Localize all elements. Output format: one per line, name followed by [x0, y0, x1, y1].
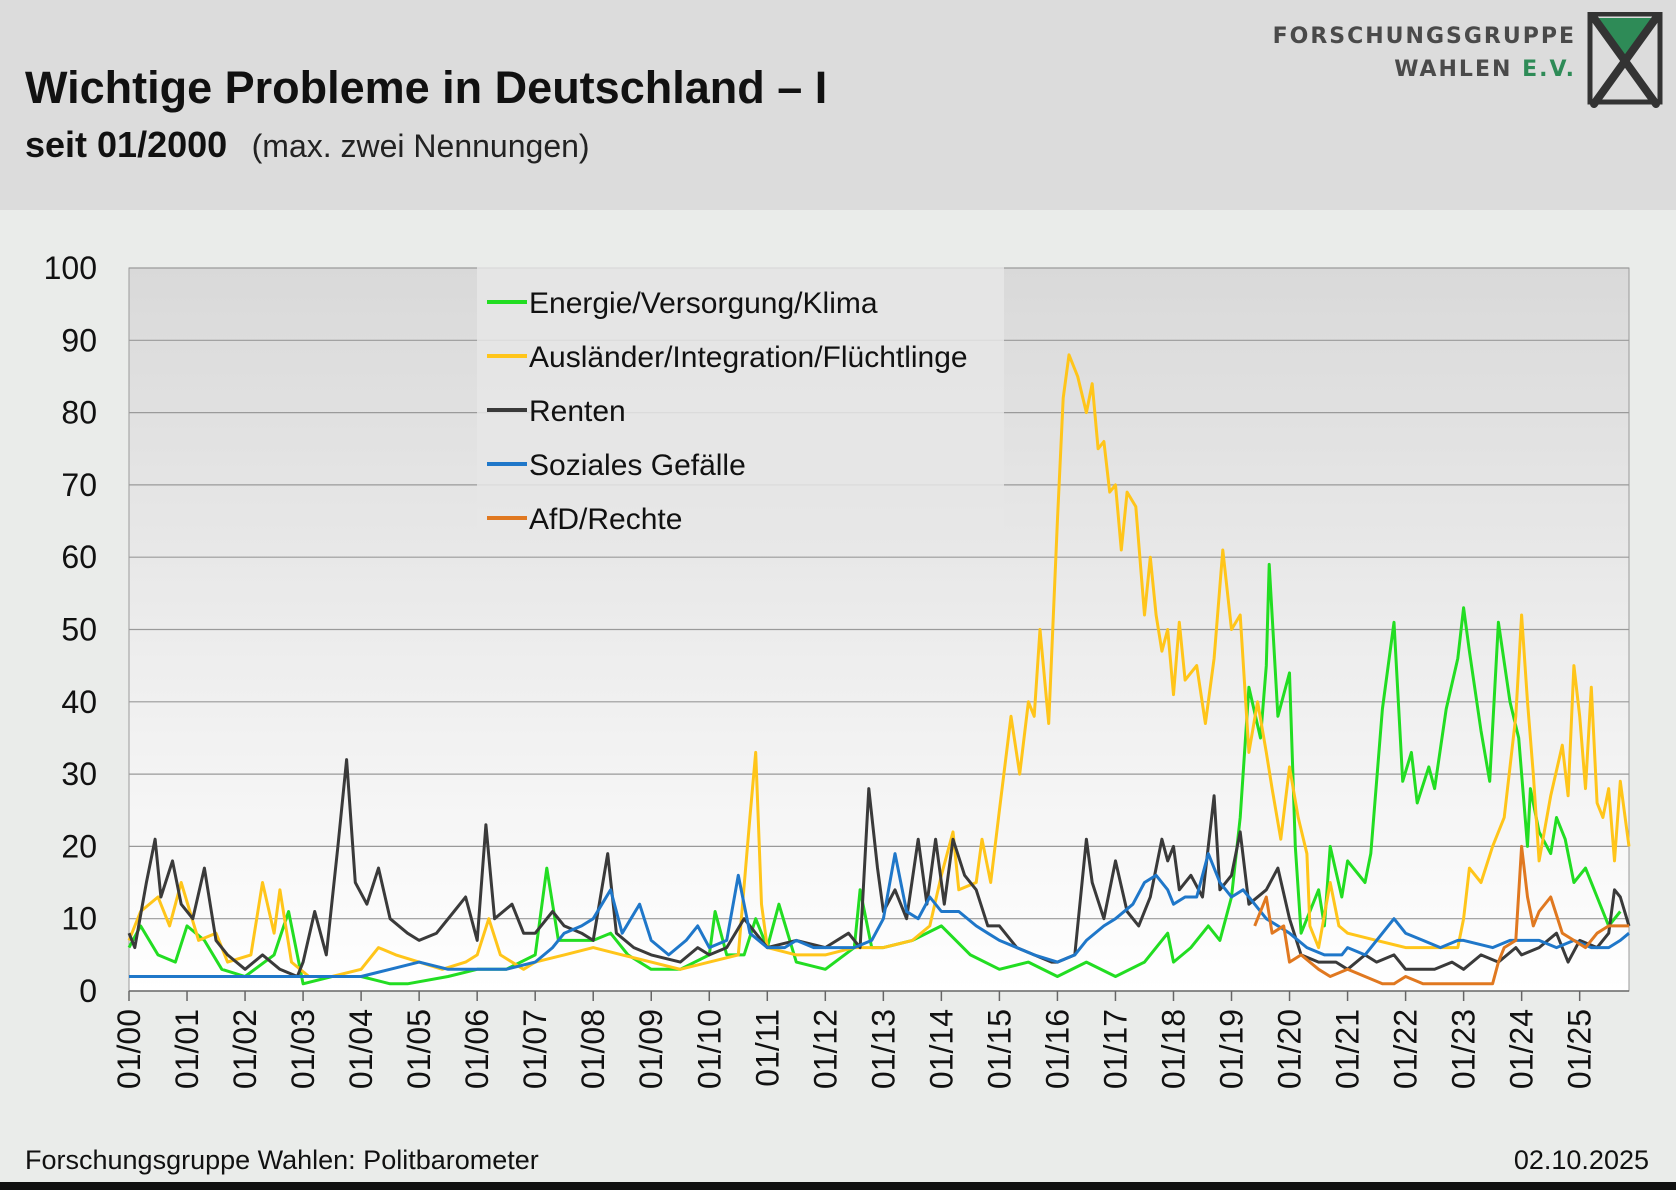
x-tick-label: 01/10 [691, 1009, 727, 1089]
legend-label: Renten [529, 395, 626, 428]
series-line-afd [1253, 844, 1629, 986]
page-title: Wichtige Probleme in Deutschland – I [25, 62, 828, 113]
x-tick-label: 01/16 [1039, 1009, 1075, 1089]
legend-box [477, 267, 1004, 533]
y-tick-label: 0 [79, 973, 97, 1009]
x-tick-label: 01/13 [865, 1009, 901, 1089]
gridlines [129, 267, 1629, 992]
logo-line-2-name: WAHLEN [1394, 57, 1513, 82]
series-line-renten [127, 758, 1631, 978]
y-tick-label: 100 [44, 250, 97, 286]
series-line-soziales [129, 852, 1630, 978]
x-tick-label: 01/21 [1330, 1009, 1366, 1089]
y-tick-label: 40 [61, 684, 97, 720]
y-tick-label: 60 [61, 539, 97, 575]
x-tick-label: 01/24 [1504, 1009, 1540, 1089]
x-tick-label: 01/23 [1446, 1009, 1482, 1089]
bottom-rule [0, 1182, 1676, 1190]
y-tick-label: 10 [61, 901, 97, 937]
x-tick-label: 01/15 [981, 1009, 1017, 1089]
x-tick-label: 01/17 [1097, 1009, 1133, 1089]
footer-date: 02.10.2025 [1513, 1145, 1649, 1175]
x-tick-label: 01/04 [343, 1009, 379, 1089]
subtitle-row: seit 01/2000 (max. zwei Nennungen) [25, 124, 590, 166]
legend-label: Soziales Gefälle [529, 449, 746, 482]
y-tick-label: 80 [61, 395, 97, 431]
y-tick-label: 90 [61, 322, 97, 358]
x-tick-label: 01/19 [1214, 1009, 1250, 1089]
x-tick-label: 01/22 [1388, 1009, 1424, 1089]
x-tick-label: 01/05 [401, 1009, 437, 1089]
logo-mark-icon [1587, 12, 1663, 108]
footer-source: Forschungsgruppe Wahlen: Politbarometer [25, 1145, 539, 1175]
x-tick-label: 01/00 [111, 1009, 147, 1089]
legend-label: AfD/Rechte [529, 503, 682, 536]
x-tick-label: 01/25 [1562, 1009, 1598, 1089]
y-tick-label: 30 [61, 756, 97, 792]
header-band: Wichtige Probleme in Deutschland – I sei… [0, 0, 1676, 210]
y-axis-ticks: 0 10 20 30 40 50 60 70 80 90 100 [44, 250, 97, 1009]
x-tick-label: 01/18 [1155, 1009, 1191, 1089]
x-tick-label: 01/11 [749, 1009, 785, 1087]
y-tick-label: 50 [61, 612, 97, 648]
subtitle: seit 01/2000 [25, 124, 228, 165]
x-tick-label: 01/08 [575, 1009, 611, 1089]
legend-label: Energie/Versorgung/Klima [529, 287, 878, 320]
x-tick-label: 01/03 [285, 1009, 321, 1089]
x-tick-label: 01/02 [227, 1009, 263, 1089]
legend: Energie/Versorgung/Klima Ausländer/Integr… [477, 267, 1004, 536]
logo-line-1: FORSCHUNGSGRUPPE [1272, 24, 1576, 49]
logo-suffix: E.V. [1522, 57, 1576, 82]
x-tick-label: 01/06 [459, 1009, 495, 1089]
y-tick-label: 20 [61, 828, 97, 864]
subtitle-note: (max. zwei Nennungen) [251, 128, 590, 164]
logo-text: FORSCHUNGSGRUPPE WAHLEN E.V. [1273, 20, 1576, 86]
x-tick-label: 01/12 [807, 1009, 843, 1089]
x-tick-label: 01/09 [633, 1009, 669, 1089]
x-tick-label: 01/14 [923, 1009, 959, 1089]
logo-line-2: WAHLEN E.V. [1273, 53, 1576, 86]
series-line-auslaender [127, 353, 1631, 978]
x-tick-label: 01/20 [1272, 1009, 1308, 1089]
x-tick-label: 01/07 [517, 1009, 553, 1089]
x-tick-label: 01/01 [169, 1009, 205, 1089]
series-lines [127, 353, 1631, 986]
legend-label: Ausländer/Integration/Flüchtlinge [529, 341, 968, 374]
y-tick-label: 70 [61, 467, 97, 503]
x-axis-ticks: 01/00 01/01 01/02 01/03 01/04 01/05 01/06 01/07… [111, 991, 1598, 1089]
